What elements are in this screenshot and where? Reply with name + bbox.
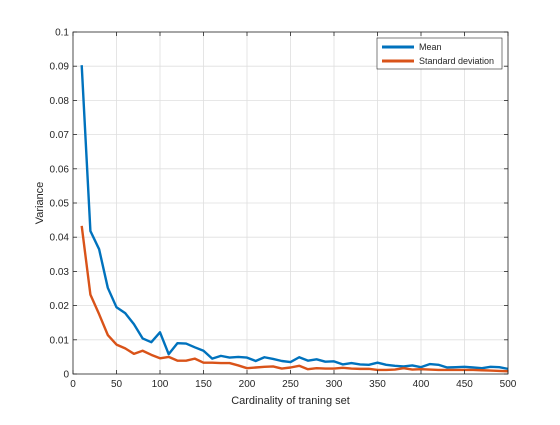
y-tick-label: 0.06	[50, 164, 70, 175]
x-tick-label: 50	[111, 379, 123, 390]
legend: Mean Standard deviation	[377, 38, 502, 69]
y-tick-label: 0	[63, 370, 69, 381]
y-tick-label: 0.03	[50, 267, 70, 278]
x-tick-label: 100	[152, 379, 169, 390]
y-tick-label: 0.04	[50, 233, 70, 244]
y-tick-label: 0.07	[50, 130, 70, 141]
x-tick-label: 200	[239, 379, 256, 390]
legend-label-mean: Mean	[419, 42, 442, 52]
y-tick-label: 0.1	[55, 28, 69, 39]
x-axis-label: Cardinality of traning set	[231, 395, 350, 407]
y-tick-label: 0.02	[50, 301, 70, 312]
x-tick-label: 500	[500, 379, 517, 390]
x-tick-label: 450	[456, 379, 473, 390]
y-tick-label: 0.09	[50, 62, 70, 73]
x-tick-label: 350	[369, 379, 386, 390]
x-tick-label: 150	[195, 379, 212, 390]
y-tick-label: 0.05	[50, 199, 70, 210]
x-tick-label: 0	[70, 379, 76, 390]
x-tick-label: 300	[326, 379, 343, 390]
legend-label-std: Standard deviation	[419, 56, 494, 66]
y-axis-label: Variance	[34, 182, 46, 225]
x-tick-label: 400	[413, 379, 430, 390]
y-tick-label: 0.08	[50, 96, 70, 107]
x-tick-label: 250	[282, 379, 299, 390]
y-tick-label: 0.01	[50, 335, 70, 346]
